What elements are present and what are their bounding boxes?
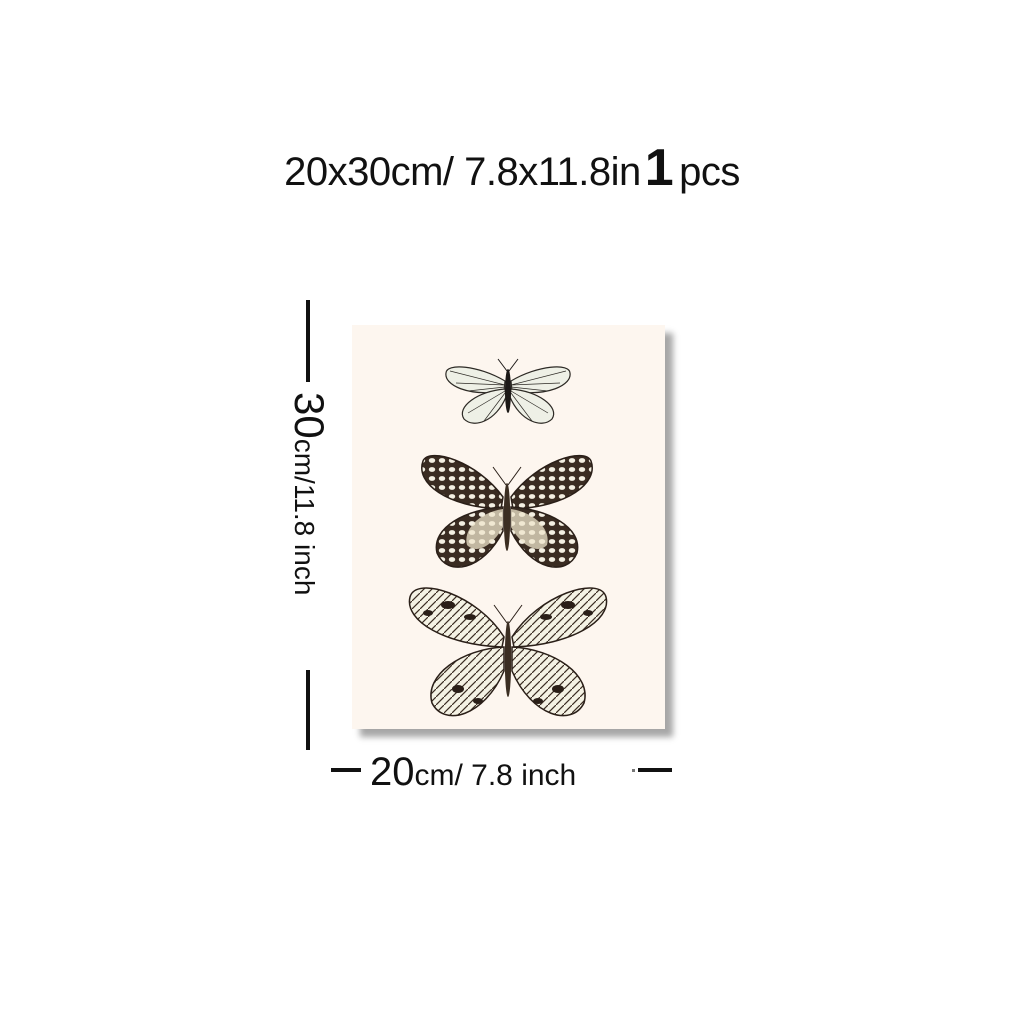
height-dimension-line-top	[306, 300, 310, 382]
quantity-unit: pcs	[679, 150, 740, 194]
canvas-print	[352, 325, 665, 729]
width-unit: cm/ 7.8 inch	[414, 759, 577, 792]
butterfly-top	[445, 358, 571, 424]
product-size-title: 20x30cm/ 7.8x11.8in1 pcs	[0, 138, 1024, 198]
mark-dot	[632, 769, 635, 772]
quantity-number: 1	[644, 139, 674, 197]
width-dimension-line-right	[638, 768, 672, 772]
width-dimension-line-left	[331, 768, 361, 772]
width-number: 20	[370, 750, 415, 794]
height-dimension-label: 30cm/11.8 inch	[286, 392, 333, 652]
height-unit: cm/11.8 inch	[289, 438, 320, 596]
height-number: 30	[286, 392, 333, 439]
butterfly-bottom	[408, 587, 608, 717]
size-text: 20x30cm/ 7.8x11.8in	[284, 150, 641, 194]
butterfly-middle	[421, 454, 593, 568]
width-dimension-label: 20cm/ 7.8 inch	[370, 752, 576, 801]
height-dimension-line-bottom	[306, 670, 310, 750]
butterfly-artwork	[408, 358, 608, 717]
